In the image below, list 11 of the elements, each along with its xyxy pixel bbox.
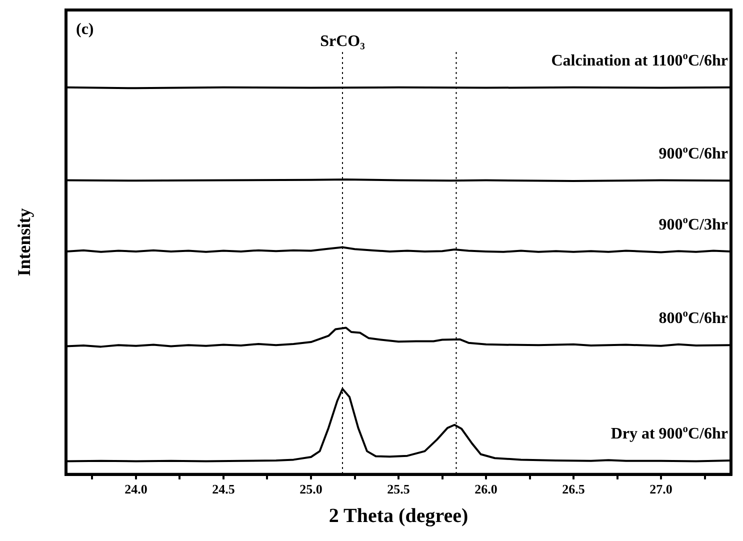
x-tick-label: 27.0 xyxy=(650,482,672,497)
x-tick-label: 25.0 xyxy=(300,482,322,497)
y-axis-title: Intensity xyxy=(14,208,34,276)
x-tick-label: 26.0 xyxy=(474,482,498,497)
ref-line-label: SrCO₃ xyxy=(320,33,366,50)
x-tick-label: 24.0 xyxy=(124,482,148,497)
text: (c) xyxy=(76,21,94,38)
x-tick-label: 24.5 xyxy=(212,482,236,497)
x-axis-title: 2 Theta (degree) xyxy=(328,505,468,528)
x-tick-label: 25.5 xyxy=(387,482,410,497)
x-tick-label: 26.5 xyxy=(562,482,586,497)
